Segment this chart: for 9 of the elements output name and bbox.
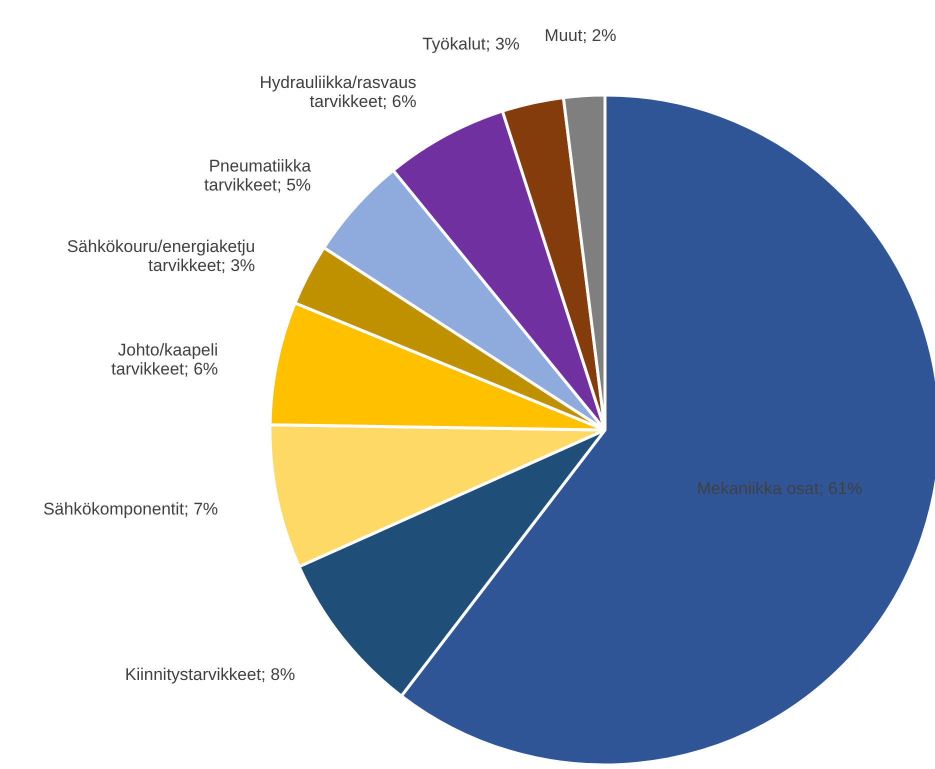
slice-label: Työkalut; 3% (422, 34, 520, 54)
slice-label: Johto/kaapeli tarvikkeet; 6% (111, 340, 218, 379)
slice-label: Kiinnitystarvikkeet; 8% (125, 664, 296, 684)
slice-label: Mekaniikka osat; 61% (696, 479, 862, 498)
slice-label: Sähkökouru/energiaketju tarvikkeet; 3% (66, 236, 256, 275)
slice-label: Muut; 2% (544, 26, 616, 45)
slice-label: Pneumatiikka tarvikkeet; 5% (204, 156, 312, 194)
slice-label: Sähkökomponentit; 7% (43, 499, 218, 518)
slice-label: Hydrauliikka/rasvaus tarvikkeet; 6% (260, 72, 416, 111)
